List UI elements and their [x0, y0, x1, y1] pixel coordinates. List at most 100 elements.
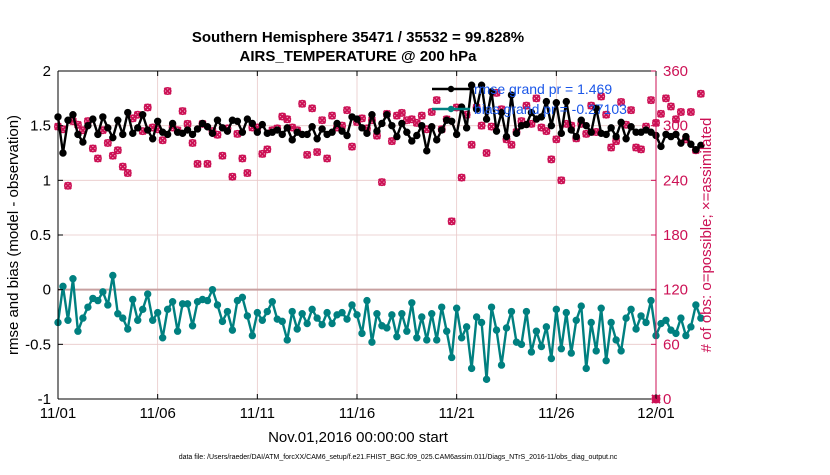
rmse-point: [99, 113, 107, 121]
obs-possible-point: [188, 138, 197, 147]
legend-swatch-marker: [447, 85, 455, 93]
obs-assimilated-point: [238, 154, 247, 163]
obs-possible-point: [647, 96, 656, 105]
obs-assimilated-point: [243, 169, 252, 177]
bias-point: [607, 318, 615, 327]
bias-point: [278, 317, 286, 326]
obs-assimilated-point: [348, 142, 356, 151]
rmse-point: [617, 118, 625, 127]
bias-point: [144, 290, 152, 298]
obs-assimilated-point: [158, 136, 167, 145]
rmse-point: [677, 139, 685, 147]
rmse-point: [358, 124, 366, 132]
bias-point: [472, 313, 481, 321]
obs-possible-point: [93, 154, 102, 163]
bias-point: [134, 316, 142, 324]
rmse-point: [423, 147, 431, 155]
obs-possible-point: [432, 96, 441, 105]
rmse-point: [507, 91, 516, 99]
bias-point: [428, 310, 436, 318]
rmse-point: [183, 126, 192, 134]
obs-assimilated-point: [328, 111, 336, 120]
obs-possible-point: [323, 154, 332, 163]
bias-point: [502, 324, 511, 332]
bias-point: [94, 296, 102, 305]
bias-point: [74, 327, 82, 335]
obs-assimilated-point: [228, 172, 237, 181]
bias-point: [447, 353, 456, 362]
obs-possible-point: [656, 109, 665, 118]
bias-point: [443, 327, 451, 335]
rmse-point: [557, 129, 566, 138]
bias-point: [129, 295, 137, 304]
obs-assimilated-point: [303, 150, 312, 159]
obs-possible-point: [557, 176, 566, 185]
bias-point: [308, 305, 316, 314]
x-tick-label: 11/01: [40, 405, 76, 422]
left-y-tick-label: 0.5: [30, 227, 51, 244]
rmse-point: [203, 123, 212, 131]
left-y-tick-label: -1: [38, 391, 51, 408]
rmse-point: [208, 129, 217, 138]
obs-possible-point: [158, 136, 167, 145]
right-y-tick-label: 240: [663, 172, 688, 189]
obs-assimilated-point: [392, 111, 401, 120]
rmse-point: [178, 129, 187, 138]
bias-point: [692, 301, 700, 309]
bias-point: [208, 285, 217, 294]
obs-assimilated-point: [557, 176, 566, 185]
obs-possible-point: [308, 104, 317, 113]
bias-point: [398, 310, 406, 318]
obs-possible-point: [228, 172, 237, 181]
bias-point: [532, 327, 541, 335]
x-tick-label: 11/11: [240, 405, 275, 422]
obs-assimilated-point: [378, 178, 386, 187]
obs-assimilated-point: [163, 87, 172, 95]
obs-possible-point: [143, 103, 152, 112]
bias-point: [627, 305, 635, 314]
obs-assimilated-point: [123, 169, 132, 177]
rmse-point: [393, 132, 401, 141]
bias-point: [557, 345, 566, 353]
rmse-point: [547, 121, 556, 130]
rmse-point: [647, 128, 655, 136]
obs-possible-point: [696, 89, 705, 98]
obs-assimilated-point: [203, 160, 212, 168]
left-y-tick-label: 0: [43, 282, 51, 299]
bias-point: [258, 316, 267, 324]
rmse-point: [188, 130, 197, 139]
bias-point: [79, 314, 87, 322]
obs-possible-point: [666, 102, 675, 111]
rmse-point: [328, 128, 336, 136]
bias-point: [263, 307, 271, 316]
bias-point: [59, 282, 67, 291]
obs-assimilated-point: [218, 151, 227, 160]
rmse-point: [144, 126, 152, 134]
rmse-point: [567, 126, 575, 134]
rmse-point: [408, 137, 416, 145]
obs-assimilated-point: [542, 127, 551, 136]
rmse-point: [552, 99, 561, 107]
bias-point: [622, 314, 630, 322]
obs-assimilated-point: [602, 110, 611, 119]
bias-point: [452, 304, 461, 312]
rmse-point: [572, 132, 580, 141]
bias-point: [438, 303, 446, 311]
bias-point: [657, 319, 665, 328]
rmse-point: [94, 130, 102, 139]
bias-line: [56, 274, 702, 381]
bias-point: [587, 318, 595, 327]
obs-possible-point: [203, 159, 212, 168]
obs-possible-point: [88, 144, 97, 153]
bias-point: [148, 316, 157, 324]
bias-point: [467, 364, 476, 373]
rmse-point: [467, 81, 476, 89]
rmse-point: [248, 119, 257, 128]
obs-possible-point: [537, 123, 546, 132]
x-tick-label: 11/21: [438, 405, 474, 422]
obs-assimilated-point: [313, 148, 322, 156]
bias-point: [218, 317, 227, 326]
rmse-point: [682, 132, 690, 141]
